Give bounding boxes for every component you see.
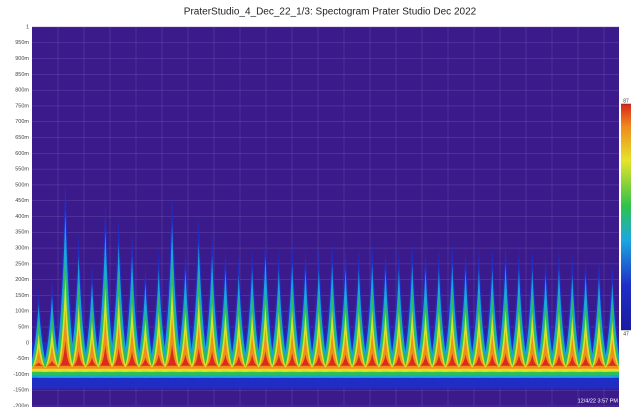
y-tick-label: 950m <box>15 40 29 46</box>
y-tick-label: 500m <box>15 182 29 188</box>
chart: PraterStudio_4_Dec_22_1/3: Spectogram Pr… <box>0 0 633 407</box>
y-tick-label: 350m <box>15 230 29 236</box>
y-tick-label: 600m <box>15 151 29 157</box>
y-tick-label: 700m <box>15 119 29 125</box>
y-tick-label: 450m <box>15 198 29 204</box>
colorbar <box>621 104 631 330</box>
y-tick-label: 800m <box>15 88 29 94</box>
y-tick-label: 0 <box>26 340 29 346</box>
y-tick-label: 900m <box>15 56 29 62</box>
y-tick-label: -200m <box>13 403 29 407</box>
y-tick-label: 100m <box>15 309 29 315</box>
y-tick-label: 50m <box>18 324 29 330</box>
y-tick-label: 250m <box>15 261 29 267</box>
y-tick-label: 300m <box>15 246 29 252</box>
timestamp: 12/4/22 3:57 PM <box>578 398 619 404</box>
colorbar-tick-label: 87 <box>623 98 629 104</box>
y-tick-label: 650m <box>15 135 29 141</box>
colorbar-tick-label: 47 <box>623 331 629 337</box>
y-tick-label: 200m <box>15 277 29 283</box>
y-tick-label: 1 <box>26 24 29 30</box>
y-tick-label: -100m <box>13 372 29 378</box>
y-tick-label: -50m <box>16 356 29 362</box>
y-tick-label: 400m <box>15 214 29 220</box>
y-tick-label: -150m <box>13 388 29 394</box>
y-tick-label: 150m <box>15 293 29 299</box>
chart-title: PraterStudio_4_Dec_22_1/3: Spectogram Pr… <box>184 7 477 18</box>
y-tick-label: 550m <box>15 167 29 173</box>
y-tick-label: 850m <box>15 72 29 78</box>
y-tick-label: 750m <box>15 103 29 109</box>
